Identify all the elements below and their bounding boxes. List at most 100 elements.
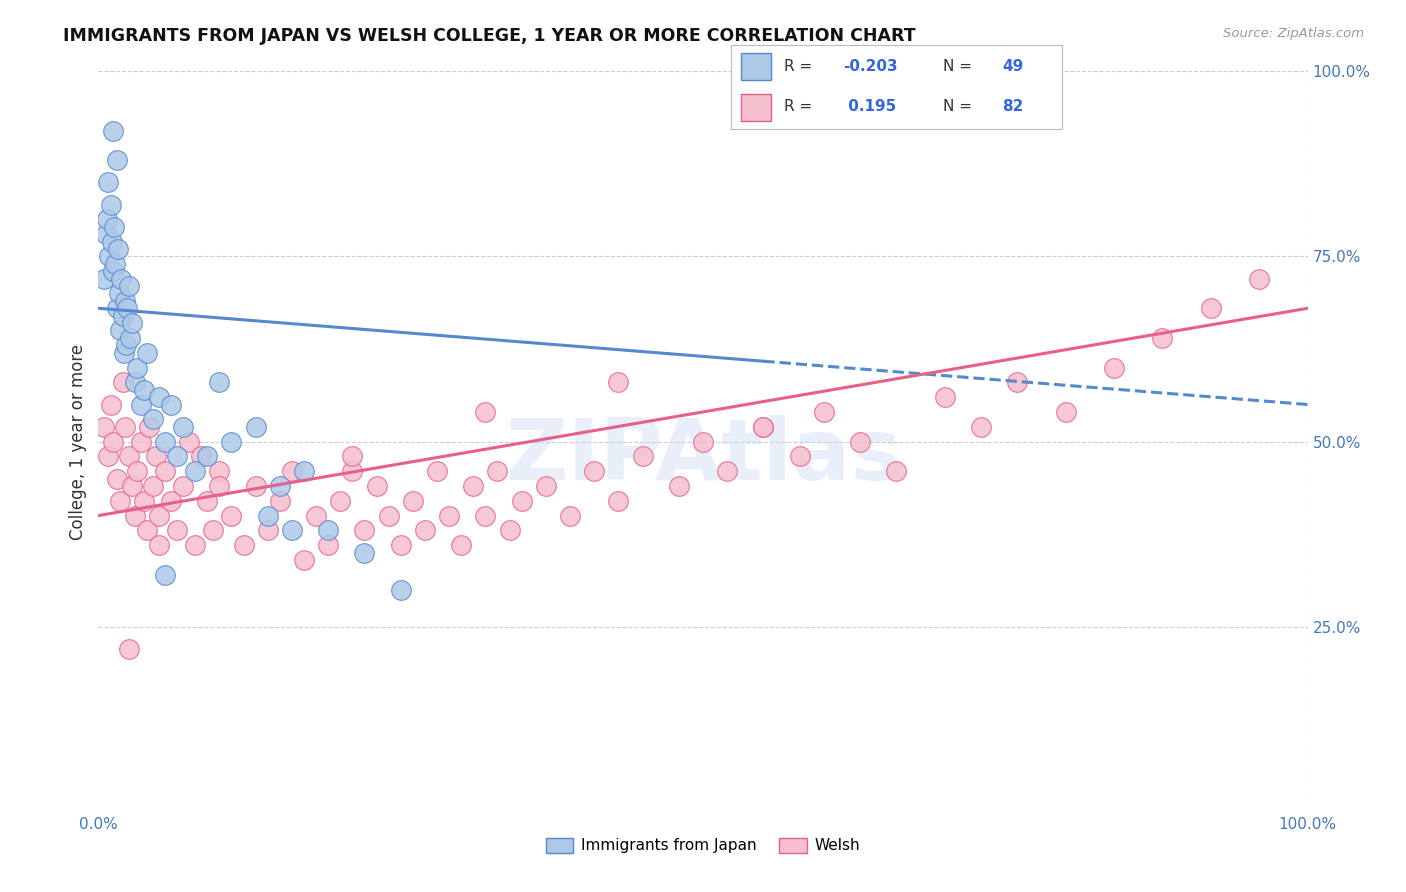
Point [208, 376, 231, 390]
Point [148, 538, 170, 552]
Point [474, 405, 496, 419]
Point [160, 398, 183, 412]
Point [94, 227, 117, 242]
Point [100, 235, 122, 249]
Point [292, 553, 315, 567]
Point [172, 419, 194, 434]
Point [153, 567, 176, 582]
Point [111, 376, 134, 390]
Point [117, 301, 139, 316]
Point [583, 464, 606, 478]
Point [474, 508, 496, 523]
Point [558, 508, 581, 523]
Point [437, 508, 460, 523]
Point [124, 508, 146, 523]
Point [184, 538, 207, 552]
Point [97, 175, 120, 190]
Point [692, 434, 714, 449]
Point [1007, 376, 1029, 390]
Point [115, 338, 138, 352]
Point [108, 493, 131, 508]
Point [101, 123, 124, 137]
Point [138, 419, 160, 434]
Point [96, 212, 118, 227]
Point [108, 324, 131, 338]
Point [172, 479, 194, 493]
Text: ZIPAtlas: ZIPAtlas [505, 415, 901, 498]
Point [813, 405, 835, 419]
Point [124, 376, 146, 390]
Point [1054, 405, 1077, 419]
Point [127, 360, 149, 375]
Point [668, 479, 690, 493]
Point [108, 286, 131, 301]
Point [269, 479, 291, 493]
Point [129, 398, 152, 412]
Point [110, 271, 132, 285]
Text: N =: N = [942, 59, 976, 74]
Point [208, 464, 231, 478]
Point [789, 450, 811, 464]
Point [101, 264, 124, 278]
Text: 82: 82 [1002, 99, 1024, 114]
Point [118, 450, 141, 464]
Point [104, 257, 127, 271]
Legend: Immigrants from Japan, Welsh: Immigrants from Japan, Welsh [540, 831, 866, 860]
Point [752, 419, 775, 434]
Point [389, 538, 412, 552]
Point [281, 464, 304, 478]
Point [389, 582, 412, 597]
Y-axis label: College, 1 year or more: College, 1 year or more [69, 343, 87, 540]
Point [114, 419, 136, 434]
Point [153, 434, 176, 449]
Point [1152, 331, 1174, 345]
Text: R =: R = [785, 99, 817, 114]
Text: Source: ZipAtlas.com: Source: ZipAtlas.com [1223, 27, 1364, 40]
Point [118, 331, 141, 345]
Point [118, 641, 141, 656]
Point [160, 493, 183, 508]
Point [426, 464, 449, 478]
Point [121, 316, 143, 330]
Text: N =: N = [942, 99, 976, 114]
Point [142, 412, 165, 426]
Point [256, 524, 278, 538]
Point [114, 293, 136, 308]
Point [190, 450, 212, 464]
Point [970, 419, 993, 434]
Point [1199, 301, 1222, 316]
Point [366, 479, 388, 493]
Point [118, 279, 141, 293]
Point [1102, 360, 1125, 375]
Point [100, 398, 122, 412]
Point [316, 538, 339, 552]
Point [135, 524, 157, 538]
Point [486, 464, 509, 478]
Point [105, 471, 128, 485]
Point [221, 508, 243, 523]
Point [245, 419, 267, 434]
Point [148, 390, 170, 404]
Point [1249, 271, 1271, 285]
Point [121, 479, 143, 493]
Point [134, 383, 156, 397]
Point [402, 493, 425, 508]
Point [127, 464, 149, 478]
Point [450, 538, 472, 552]
Point [292, 464, 315, 478]
Point [534, 479, 557, 493]
Point [111, 309, 134, 323]
Point [752, 419, 775, 434]
FancyBboxPatch shape [741, 94, 770, 120]
Text: -0.203: -0.203 [844, 59, 898, 74]
Point [463, 479, 485, 493]
Point [221, 434, 243, 449]
Point [377, 508, 399, 523]
Point [342, 450, 364, 464]
Point [103, 219, 125, 234]
Point [98, 250, 121, 264]
Point [353, 524, 375, 538]
Point [105, 301, 128, 316]
Point [716, 464, 738, 478]
Point [195, 450, 218, 464]
